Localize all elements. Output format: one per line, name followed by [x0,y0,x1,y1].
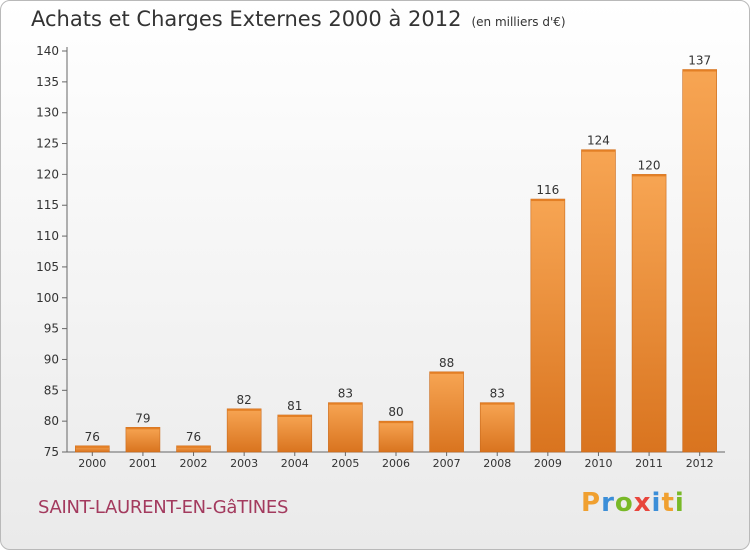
y-tick-label: 115 [36,198,59,212]
data-label: 83 [490,387,505,401]
bars [75,69,717,453]
bar-top-edge [379,421,413,424]
logo-letter: i [651,488,662,518]
logo-letter: t [661,488,675,518]
data-label: 116 [536,183,559,197]
x-tick-label: 2008 [483,457,511,470]
bar [125,427,161,453]
x-tick-label: 2005 [331,457,359,470]
x-tick-label: 2012 [686,457,714,470]
data-label: 83 [338,387,353,401]
bar [530,198,566,453]
x-tick-label: 2006 [382,457,410,470]
data-label: 79 [135,411,150,425]
y-tick-label: 110 [36,229,59,243]
bar-top-edge [682,69,717,72]
logo-letter: i [674,488,685,518]
data-label: 80 [388,405,403,419]
bar [226,408,262,453]
bar-top-edge [277,414,312,417]
bar [581,149,616,453]
bar-top-edge [632,174,667,177]
y-tick-label: 95 [44,322,59,336]
logo-letter: o [614,488,634,518]
x-tick-label: 2003 [230,457,258,470]
data-labels: 76 79 76 82 81 83 80 88 83 116 124 120 137 [85,54,711,444]
x-tick-label: 2009 [534,457,562,470]
data-label: 81 [287,399,302,413]
bar-top-edge [581,149,616,152]
y-tick-label: 100 [36,291,59,305]
logo-letter: x [633,488,652,518]
x-tick-label: 2010 [584,457,612,470]
y-tick-label: 140 [36,44,59,58]
bar [277,414,313,453]
chart-title-text: Achats et Charges Externes 2000 à 2012 [31,7,462,31]
proxiti-logo: Proxiti [581,488,685,518]
bar [479,402,515,453]
logo-letter: P [581,488,602,518]
data-label: 76 [85,430,100,444]
x-tick-label: 2004 [281,457,309,470]
y-axis: 75 80 85 90 95 100 105 110 115 120 125 130 135 140 [36,44,68,459]
bar-top-edge [480,402,515,405]
x-tick-label: 2007 [433,457,461,470]
bar-top-edge [176,445,211,448]
x-tick-label: 2000 [78,457,106,470]
x-tick-label: 2001 [129,457,157,470]
x-tick-label: 2011 [635,457,663,470]
logo-letter: r [601,488,615,518]
bar-top-edge [125,427,160,430]
y-tick-label: 85 [44,383,59,397]
chart-title: Achats et Charges Externes 2000 à 2012 (e… [31,7,566,31]
bar [378,420,414,453]
data-label: 137 [688,54,711,68]
x-axis: 2000 2001 2002 2003 2004 2005 2006 2007 2008 2009… [67,451,725,470]
bar-top-edge [429,371,464,374]
data-label: 124 [587,134,610,148]
town-name: SAINT-LAURENT-EN-GâTINES [38,497,289,518]
bar-top-edge [227,408,262,411]
x-tick-label: 2002 [180,457,208,470]
data-label: 76 [186,430,201,444]
bar [328,402,363,453]
y-tick-label: 130 [36,106,59,120]
data-label: 88 [439,356,454,370]
bar [631,174,667,453]
y-tick-label: 90 [44,352,59,366]
data-label: 120 [638,158,661,172]
bar [429,371,464,453]
data-label: 82 [237,393,252,407]
y-tick-label: 120 [36,167,59,181]
chart-subtitle: (en milliers d'€) [471,15,566,29]
y-tick-label: 105 [36,260,59,274]
bar-top-edge [530,199,565,202]
y-tick-label: 75 [44,445,59,459]
bar-top-edge [328,402,363,405]
y-tick-label: 135 [36,75,59,89]
bar-top-edge [75,445,110,448]
y-tick-label: 80 [44,414,59,428]
bar [682,69,717,453]
y-tick-label: 125 [36,137,59,151]
